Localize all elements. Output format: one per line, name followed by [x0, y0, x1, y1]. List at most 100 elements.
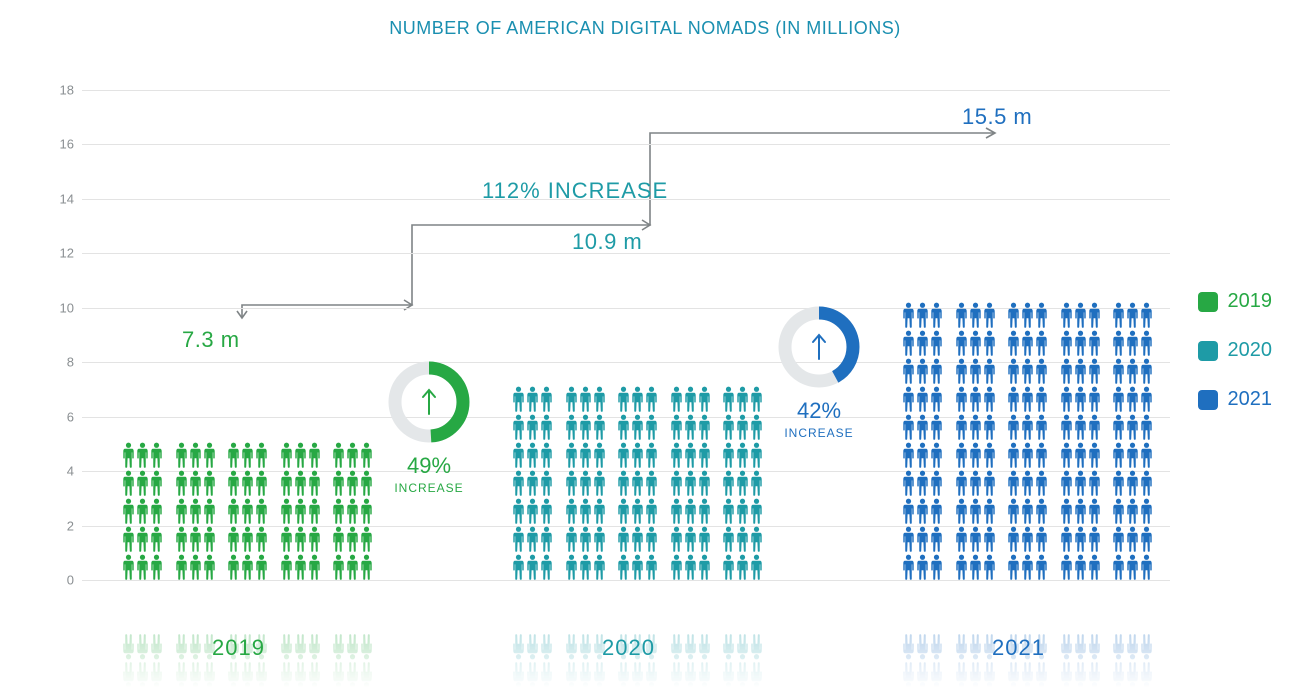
person-icon	[670, 634, 683, 660]
plot-region: 112% INCREASE 0246810121416187.3 m10.9 m…	[82, 90, 1170, 580]
person-icon	[579, 634, 592, 660]
donut-increase-label: INCREASE	[777, 426, 861, 440]
person-icon	[280, 662, 293, 688]
person-icon	[1021, 330, 1034, 356]
person-icon	[902, 302, 915, 328]
person-icon	[593, 442, 606, 468]
legend-item-2019: 2019	[1198, 290, 1273, 313]
person-icon	[1140, 554, 1153, 580]
person-icon	[579, 526, 592, 552]
person-icon	[1112, 302, 1125, 328]
donut-pct-label: 42%	[777, 398, 861, 424]
person-icon	[983, 662, 996, 688]
person-icon	[1007, 470, 1020, 496]
person-icon	[255, 470, 268, 496]
person-icon	[902, 498, 915, 524]
x-axis-label: 2020	[602, 635, 655, 661]
person-icon	[1112, 414, 1125, 440]
person-icon	[750, 634, 763, 660]
person-icon	[750, 662, 763, 688]
person-icon	[1074, 634, 1087, 660]
person-icon	[1088, 302, 1101, 328]
ytick-label: 8	[42, 355, 74, 370]
person-icon	[136, 442, 149, 468]
person-icon	[593, 386, 606, 412]
person-icon	[1140, 634, 1153, 660]
person-icon	[227, 554, 240, 580]
person-icon	[645, 498, 658, 524]
person-icon	[1021, 470, 1034, 496]
person-icon	[593, 414, 606, 440]
person-icon	[175, 554, 188, 580]
person-icon	[1060, 470, 1073, 496]
person-icon	[150, 526, 163, 552]
donut-increase-label: INCREASE	[387, 481, 471, 495]
person-icon	[280, 498, 293, 524]
person-icon	[969, 442, 982, 468]
person-icon	[983, 526, 996, 552]
person-icon	[1088, 330, 1101, 356]
person-icon	[512, 554, 525, 580]
person-icon	[526, 442, 539, 468]
person-icon	[1140, 414, 1153, 440]
person-icon	[136, 526, 149, 552]
person-icon	[593, 526, 606, 552]
person-icon	[902, 414, 915, 440]
person-icon	[684, 470, 697, 496]
pictogram-column-2019	[122, 442, 377, 580]
person-icon	[969, 498, 982, 524]
person-icon	[565, 662, 578, 688]
legend-item-2020: 2020	[1198, 339, 1273, 362]
person-icon	[579, 554, 592, 580]
person-icon	[175, 470, 188, 496]
person-icon	[150, 634, 163, 660]
person-icon	[1060, 386, 1073, 412]
person-icon	[930, 358, 943, 384]
person-icon	[722, 442, 735, 468]
person-icon	[1088, 442, 1101, 468]
person-icon	[1035, 470, 1048, 496]
person-icon	[1060, 554, 1073, 580]
person-icon	[360, 662, 373, 688]
person-icon	[930, 386, 943, 412]
person-icon	[122, 554, 135, 580]
person-icon	[955, 386, 968, 412]
person-icon	[955, 302, 968, 328]
person-icon	[175, 634, 188, 660]
person-icon	[150, 442, 163, 468]
person-icon	[916, 498, 929, 524]
person-icon	[684, 554, 697, 580]
person-icon	[1126, 442, 1139, 468]
person-icon	[722, 526, 735, 552]
legend: 201920202021	[1198, 290, 1273, 411]
person-icon	[565, 554, 578, 580]
person-icon	[1112, 386, 1125, 412]
person-icon	[175, 498, 188, 524]
person-icon	[698, 386, 711, 412]
person-icon	[122, 526, 135, 552]
person-icon	[736, 442, 749, 468]
person-icon	[969, 386, 982, 412]
person-icon	[1007, 302, 1020, 328]
person-icon	[930, 470, 943, 496]
person-icon	[930, 662, 943, 688]
person-icon	[736, 498, 749, 524]
value-label-2019: 7.3 m	[182, 327, 240, 353]
person-icon	[1074, 554, 1087, 580]
person-icon	[1112, 498, 1125, 524]
person-icon	[1140, 330, 1153, 356]
person-icon	[227, 442, 240, 468]
person-icon	[1126, 330, 1139, 356]
person-icon	[136, 634, 149, 660]
person-icon	[1035, 442, 1048, 468]
person-icon	[983, 302, 996, 328]
person-icon	[736, 634, 749, 660]
person-icon	[1126, 498, 1139, 524]
person-icon	[1112, 330, 1125, 356]
x-axis-label: 2021	[992, 635, 1045, 661]
person-icon	[1074, 526, 1087, 552]
person-icon	[1126, 386, 1139, 412]
person-icon	[280, 634, 293, 660]
ytick-label: 6	[42, 409, 74, 424]
person-icon	[1035, 526, 1048, 552]
